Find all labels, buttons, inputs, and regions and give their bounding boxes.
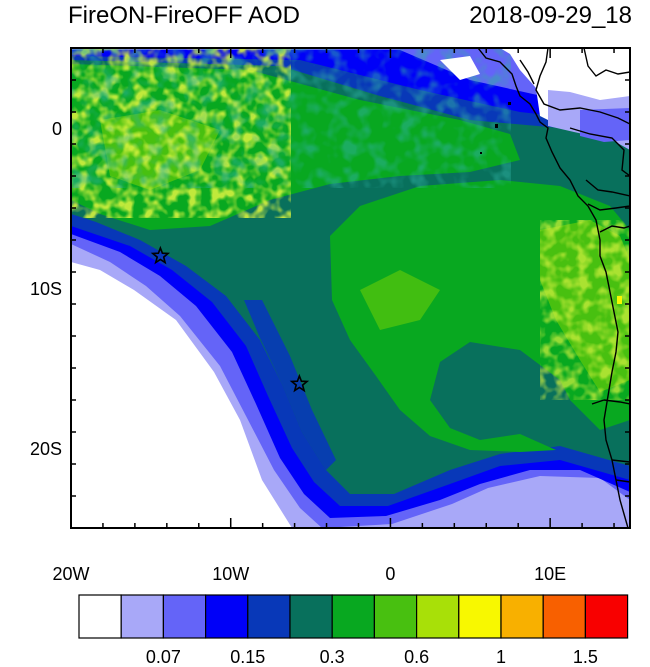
colorbar-swatch: [500, 594, 544, 639]
colorbar-swatch: [120, 594, 164, 639]
colorbar-swatch: [78, 594, 122, 639]
star-marker: [150, 245, 171, 265]
colorbar-label: 0.07: [146, 647, 181, 667]
map-date: 2018-09-29_18: [469, 2, 632, 29]
colorbar-swatch: [584, 594, 629, 639]
map-title: FireON-FireOFF AOD: [68, 2, 300, 29]
islands: [480, 102, 511, 154]
axis-tick-labels: 20W 10W 0 10E 0 10S 20S: [30, 119, 566, 584]
colorbar-swatch: [205, 594, 249, 639]
coastline: [477, 48, 630, 528]
colorbar-swatch: [247, 594, 291, 639]
colorbar-swatch: [542, 594, 587, 639]
colorbar-label: 1.5: [573, 647, 598, 667]
colorbar: 0.07 0.15 0.3 0.6 1 1.5: [78, 594, 629, 667]
lon-tick-label: 10E: [534, 564, 566, 584]
aod-field: [71, 48, 630, 528]
colorbar-swatch: [289, 594, 333, 639]
colorbar-label: 1: [496, 647, 506, 667]
axis-ticks: [70, 47, 630, 529]
lat-tick-label: 10S: [30, 279, 62, 299]
colorbar-swatch: [458, 594, 502, 639]
lon-tick-label: 10W: [212, 564, 249, 584]
colorbar-swatch: [416, 594, 460, 639]
star-marker: [289, 373, 310, 393]
lon-tick-label: 20W: [52, 564, 89, 584]
lat-tick-label: 20S: [30, 439, 62, 459]
plot-frame: [70, 47, 631, 529]
lon-tick-label: 0: [385, 564, 395, 584]
colorbar-label: 0.3: [320, 647, 345, 667]
colorbar-label: 0.15: [230, 647, 265, 667]
site-markers: [150, 245, 310, 393]
colorbar-label: 0.6: [404, 647, 429, 667]
colorbar-swatch: [162, 594, 207, 639]
colorbar-swatch: [331, 594, 376, 639]
colorbar-swatch: [373, 594, 418, 639]
lat-tick-label: 0: [52, 119, 62, 139]
